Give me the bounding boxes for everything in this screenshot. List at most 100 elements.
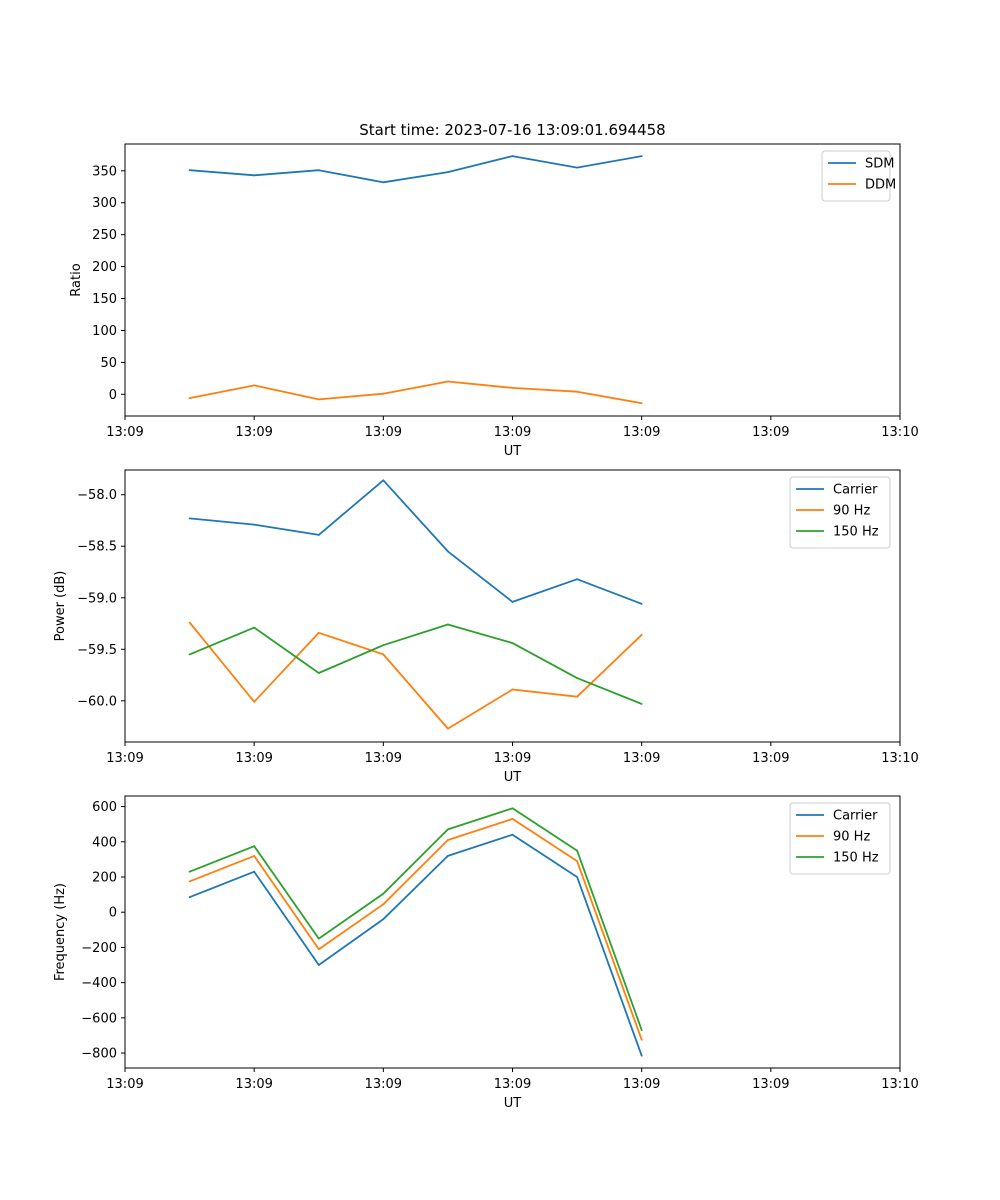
data-point bbox=[317, 964, 320, 966]
x-tick-label: 13:10 bbox=[881, 1077, 918, 1092]
y-tick-label: −59.0 bbox=[77, 591, 117, 606]
data-point bbox=[447, 550, 449, 553]
data-point bbox=[253, 700, 256, 703]
data-point bbox=[188, 896, 191, 899]
x-tick-label: 13:10 bbox=[881, 751, 918, 766]
chart-panel-1: Start time: 2023-07-16 13:09:01.694458 13… bbox=[69, 121, 919, 459]
y-tick-label: 350 bbox=[92, 164, 117, 179]
data-point bbox=[188, 870, 191, 873]
data-point bbox=[576, 390, 578, 393]
y-tick-label: 0 bbox=[109, 906, 117, 921]
x-tick-label: 13:09 bbox=[365, 751, 402, 766]
x-tick-label: 13:09 bbox=[752, 751, 789, 766]
data-point bbox=[511, 818, 514, 820]
y-tick-label: −58.0 bbox=[77, 488, 117, 503]
series-line-carrier bbox=[189, 479, 643, 605]
data-point bbox=[511, 642, 514, 644]
x-tick-label: 13:09 bbox=[235, 751, 272, 766]
data-point bbox=[447, 171, 449, 174]
data-point bbox=[188, 517, 191, 520]
x-tick-label: 13:09 bbox=[365, 425, 402, 440]
x-tick-label: 13:09 bbox=[494, 425, 531, 440]
y-tick-label: 150 bbox=[92, 292, 117, 307]
data-point bbox=[382, 392, 385, 395]
legend-label: 150 Hz bbox=[833, 525, 879, 540]
data-point bbox=[447, 623, 449, 626]
data-point bbox=[511, 387, 514, 389]
x-axis-label: UT bbox=[504, 1096, 522, 1111]
y-tick-label: −59.5 bbox=[77, 643, 117, 658]
data-point bbox=[511, 807, 514, 810]
legend-label: DDM bbox=[865, 178, 896, 193]
legend-label: 90 Hz bbox=[833, 830, 870, 845]
data-point bbox=[640, 703, 643, 705]
chart-title: Start time: 2023-07-16 13:09:01.694458 bbox=[359, 121, 665, 139]
data-point bbox=[447, 727, 449, 730]
chart-panel-3: 13:09 13:09 13:09 13:09 13:09 13:09 13:10 −800 −… bbox=[53, 795, 919, 1111]
chart-panel-2: 13:09 13:09 13:09 13:09 13:09 13:09 13:10 −60.0… bbox=[53, 469, 919, 785]
data-point bbox=[640, 402, 643, 405]
data-point bbox=[576, 695, 578, 698]
x-axis-label: UT bbox=[504, 770, 522, 785]
x-axis-label: UT bbox=[504, 444, 522, 459]
data-point bbox=[253, 845, 256, 848]
data-point bbox=[511, 688, 514, 691]
data-point bbox=[447, 855, 449, 857]
series-line-sdm bbox=[189, 155, 642, 184]
data-point bbox=[576, 677, 578, 679]
y-tick-label: 400 bbox=[92, 835, 117, 850]
series-line-ddm bbox=[189, 380, 642, 405]
data-point bbox=[640, 155, 643, 158]
series-line-carrier bbox=[189, 833, 643, 1057]
data-point bbox=[253, 626, 256, 629]
x-tick-label: 13:09 bbox=[494, 751, 531, 766]
x-tick-label: 13:09 bbox=[494, 1077, 531, 1092]
legend: Carrier 90 Hz 150 Hz bbox=[789, 802, 891, 875]
data-point bbox=[317, 534, 320, 536]
legend: Carrier 90 Hz 150 Hz bbox=[789, 476, 891, 549]
y-axis-label: Frequency (Hz) bbox=[53, 883, 68, 981]
data-point bbox=[576, 849, 578, 852]
y-axis-label: Power (dB) bbox=[53, 571, 68, 642]
y-tick-label: 50 bbox=[100, 356, 117, 371]
series-line-90-hz bbox=[188, 621, 643, 730]
data-point bbox=[382, 903, 385, 906]
legend-label: 90 Hz bbox=[833, 504, 870, 519]
series-line-90-hz bbox=[189, 818, 643, 1041]
data-point bbox=[188, 169, 191, 172]
x-tick-label: 13:09 bbox=[752, 1077, 789, 1092]
data-point bbox=[576, 876, 578, 878]
data-point bbox=[188, 653, 191, 656]
data-point bbox=[188, 621, 191, 624]
data-point bbox=[382, 892, 385, 895]
x-tick-label: 13:10 bbox=[881, 425, 918, 440]
data-point bbox=[317, 948, 320, 951]
data-point bbox=[640, 603, 643, 605]
data-point bbox=[382, 918, 385, 921]
y-tick-label: −800 bbox=[81, 1047, 117, 1062]
data-point bbox=[253, 174, 256, 177]
y-tick-label: −60.0 bbox=[77, 694, 117, 709]
y-tick-label: −58.5 bbox=[77, 540, 117, 555]
data-point bbox=[576, 578, 578, 581]
y-tick-label: 200 bbox=[92, 260, 117, 275]
x-tick-label: 13:09 bbox=[106, 425, 143, 440]
data-point bbox=[447, 380, 449, 383]
series-line-150-hz bbox=[189, 807, 643, 1031]
data-point bbox=[640, 633, 643, 636]
y-tick-label: −200 bbox=[81, 941, 117, 956]
data-point bbox=[382, 644, 385, 647]
data-point bbox=[317, 672, 320, 674]
data-point bbox=[382, 181, 385, 184]
data-point bbox=[188, 880, 191, 883]
data-point bbox=[511, 833, 514, 836]
legend-label: 150 Hz bbox=[833, 851, 879, 866]
data-point bbox=[382, 479, 385, 482]
y-tick-label: −400 bbox=[81, 976, 117, 991]
y-axis-label: Ratio bbox=[69, 263, 84, 296]
data-point bbox=[317, 631, 320, 634]
y-tick-label: −600 bbox=[81, 1011, 117, 1026]
x-tick-label: 13:09 bbox=[235, 1077, 272, 1092]
x-tick-label: 13:09 bbox=[106, 1077, 143, 1092]
